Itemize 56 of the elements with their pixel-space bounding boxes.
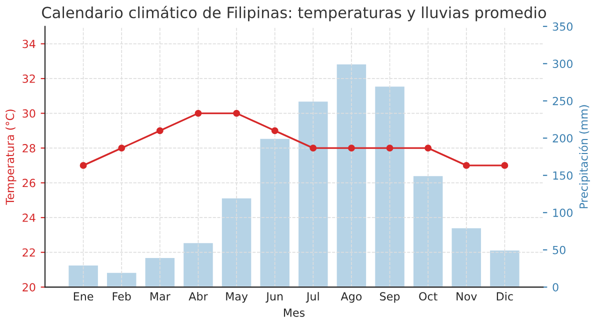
y2-tick-label: 250 bbox=[552, 96, 572, 106]
y-tick-label: 32 bbox=[22, 74, 35, 83]
x-tick-label: Dic bbox=[496, 292, 513, 301]
y2-tick-label: 350 bbox=[552, 22, 572, 31]
y-tick-label: 28 bbox=[22, 144, 36, 152]
y2-axis-title: Precipitación (mm) bbox=[578, 105, 590, 208]
y-tick-label: 34 bbox=[22, 40, 36, 48]
y2-tick-label: 0 bbox=[552, 283, 558, 292]
x-tick-label: Ago bbox=[340, 292, 362, 303]
x-tick-label: Jul bbox=[306, 292, 319, 303]
y-tick-label: 30 bbox=[22, 109, 36, 118]
y-tick-label: 26 bbox=[22, 178, 36, 188]
point bbox=[118, 144, 126, 152]
x-tick-label: Jun bbox=[266, 292, 283, 303]
bar bbox=[220, 197, 253, 288]
bar bbox=[144, 256, 176, 288]
y-axis-title: Temperatura (°C) bbox=[6, 110, 16, 205]
bar bbox=[258, 137, 291, 288]
y-tick-label: 22 bbox=[22, 248, 35, 257]
bar bbox=[488, 249, 521, 288]
point bbox=[156, 127, 164, 134]
y2-tick-label: 100 bbox=[553, 208, 572, 217]
x-tick-label: Feb bbox=[112, 292, 131, 301]
bar bbox=[450, 226, 482, 288]
y2-tick-label: 200 bbox=[552, 134, 572, 143]
bar bbox=[374, 85, 406, 288]
bar bbox=[412, 174, 444, 288]
x-axis-title: Mes bbox=[284, 308, 305, 317]
point bbox=[386, 144, 394, 152]
point bbox=[310, 144, 317, 152]
y2-tick-label: 150 bbox=[553, 171, 572, 180]
x-tick-label: Oct bbox=[419, 292, 438, 301]
point bbox=[271, 127, 278, 134]
x-tick-label: Sep bbox=[380, 292, 400, 303]
point bbox=[80, 162, 87, 169]
bar bbox=[297, 100, 330, 288]
x-tick-label: Abr bbox=[188, 292, 208, 301]
bar bbox=[106, 272, 138, 288]
x-tick-label: Mar bbox=[150, 292, 170, 301]
y-tick-label: 24 bbox=[22, 214, 36, 222]
y-tick-label: 20 bbox=[22, 283, 36, 292]
x-tick-label: May bbox=[226, 292, 248, 303]
point bbox=[194, 110, 202, 117]
bar bbox=[335, 62, 368, 288]
bar bbox=[182, 242, 214, 288]
x-tick-label: Ene bbox=[74, 292, 94, 301]
point bbox=[462, 162, 470, 169]
chart-title: Calendario climático de Filipinas: temperaturas y lluvias promedio bbox=[42, 6, 546, 22]
y2-tick-label: 300 bbox=[552, 60, 572, 68]
bar bbox=[67, 264, 100, 288]
x-tick-label: Nov bbox=[456, 292, 477, 301]
point bbox=[501, 162, 508, 169]
point bbox=[233, 110, 240, 117]
point bbox=[348, 144, 355, 152]
y2-tick-label: 50 bbox=[552, 246, 566, 254]
point bbox=[424, 144, 432, 152]
